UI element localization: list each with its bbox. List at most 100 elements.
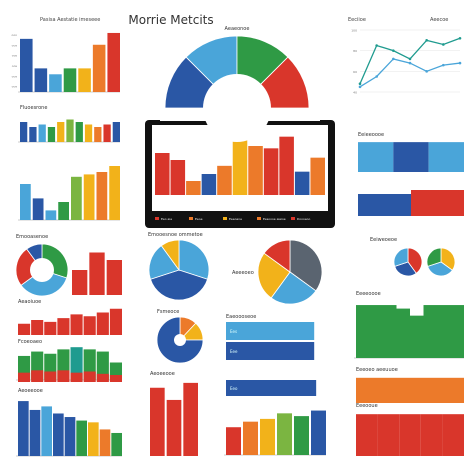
left-mini-bars-red-bar-3	[57, 318, 70, 335]
right-orange-bars-bar-3	[396, 377, 410, 403]
pie-center-chart: Emooesnoe ommetoe	[148, 232, 210, 301]
left-bars-2-title: Fluoesrone	[20, 105, 47, 111]
right-panel-2-chart	[358, 190, 464, 216]
horizontal-bars-blue-title: Eaeoooseoe	[226, 314, 256, 320]
gauge-small-chart: Fsmeoce	[156, 309, 204, 364]
left-bottom-bars-chart: Aeoeeooe	[16, 388, 122, 457]
left-mini-strip-chart	[18, 370, 122, 382]
center-black-bars-legend-0: Eeo aie	[161, 217, 172, 221]
line-series-1-point-6	[458, 61, 462, 65]
gauge-small-slice-2	[156, 316, 204, 364]
left-bottom-bars-bar-1	[29, 409, 41, 456]
small-bars-red-bar-2	[106, 260, 122, 295]
right-bottom-red-bar-3	[420, 414, 443, 456]
center-black-bars-bar-3	[201, 174, 217, 195]
line-series-0-point-3	[408, 57, 412, 61]
left-bars-2-bar-7	[84, 124, 93, 142]
small-pie-1-slice-2	[393, 247, 409, 267]
center-hbar-label-0: Eeo	[230, 386, 238, 391]
right-green-bars-bar-4	[410, 315, 424, 358]
right-bottom-red-bar-0	[356, 414, 378, 456]
top-left-bars-bar-5	[92, 44, 106, 92]
center-black-bars-bar-0	[155, 153, 170, 195]
top-left-bars-tick-2: oos	[12, 54, 18, 58]
right-green-bars-bar-2	[383, 305, 397, 358]
left-bottom-bars-bar-4	[64, 417, 76, 456]
line-series-0-point-4	[425, 39, 428, 42]
page-title: Morrie Metcits	[128, 13, 213, 27]
center-bottom-bars-bar-0	[150, 387, 165, 456]
left-mini-bars-red-bar-7	[109, 308, 122, 335]
center-black-bars-legend-3: Eesoooe aieioe	[263, 217, 286, 221]
right-orange-bars-bar-5	[423, 377, 437, 403]
line-series-1-point-1	[375, 75, 378, 78]
left-bars-3-chart	[18, 166, 120, 221]
center-black-bars-legend-1: Eeoe	[195, 217, 203, 221]
left-mini-bars-red-bar-0	[18, 323, 31, 335]
left-bottom-bars-bar-3	[53, 413, 64, 456]
top-left-bars-tick-1: oce	[12, 43, 17, 47]
gauge-small-title: Fsmeoce	[157, 309, 179, 315]
center-black-bars-legend-swatch-2	[223, 217, 227, 220]
line-series-1-point-4	[425, 70, 428, 73]
right-green-bars-bar-1	[369, 305, 383, 358]
center-hbar-bar-0	[226, 380, 317, 396]
left-bars-2-bar-9	[103, 124, 111, 142]
left-bottom-bars-bar-7	[99, 429, 111, 456]
left-bars-3-bar-1	[32, 198, 44, 220]
center-black-bars-bar-4	[217, 165, 232, 195]
line-series-0-point-5	[442, 43, 445, 46]
left-green-bars-bar-4	[70, 347, 83, 380]
left-bottom-bars-title: Aeoeeooe	[18, 388, 43, 394]
pie-center-slice-3	[160, 239, 180, 272]
center-black-bars-legend-swatch-4	[291, 217, 295, 220]
left-green-bars-bar-6	[96, 351, 109, 380]
center-black-bars-bar-8	[279, 136, 294, 195]
center-black-bars-bar-9	[294, 171, 310, 195]
center-bottom-colored-bar-4	[294, 416, 309, 455]
horizontal-bars-blue-bar-1	[226, 342, 315, 360]
small-bars-red-bar-0	[72, 270, 88, 295]
pie-right-slice-3	[263, 239, 291, 273]
left-bars-3-bar-0	[20, 184, 31, 220]
left-mini-strip-bar-6	[96, 373, 109, 382]
pie-center-slice-0	[178, 239, 210, 280]
donut-1-hole	[30, 258, 54, 282]
center-bottom-bars-chart: Aeoeeooe	[150, 371, 198, 456]
top-left-bars-bar-0	[20, 38, 33, 92]
top-left-bars-tick-4: oce	[12, 74, 17, 78]
left-caption: Pasisa Aestatie imeseee	[40, 17, 100, 23]
center-black-bars-bar-10	[310, 157, 325, 195]
top-left-bars-bar-2	[49, 74, 62, 92]
line-series-0-point-2	[392, 49, 395, 52]
right-orange-bars-chart: Eeeoeo aeeuuoe	[356, 367, 464, 403]
horizontal-bars-blue-chart: Eaeoooseoe Ees Eee	[226, 314, 315, 360]
center-bottom-bars-title: Aeoeeooe	[150, 371, 175, 377]
donut-1-title: Emooasenoe	[16, 234, 48, 240]
small-pie-1-slice-1	[394, 261, 417, 277]
left-bars-3-bar-2	[45, 210, 57, 220]
top-right-line-chart: 100 80 60 40	[351, 29, 462, 95]
horizontal-bars-blue-label-0: Ees	[230, 329, 237, 334]
right-bottom-red-bar-2	[399, 414, 421, 456]
left-bottom-bars-bar-8	[111, 432, 122, 456]
small-bars-red-bar-1	[89, 252, 105, 295]
small-pie-2-chart	[426, 247, 456, 277]
small-pie-2-slice-1	[427, 261, 453, 277]
left-bars-3-bar-5	[83, 174, 95, 220]
center-black-bars-legend-swatch-3	[257, 217, 261, 220]
left-bars-3-bar-4	[71, 176, 82, 220]
center-black-bars-bar-1	[170, 160, 186, 195]
left-mini-strip-bar-0	[18, 372, 31, 382]
right-panel-1-bar-2	[428, 142, 464, 172]
right-orange-bars-bar-1	[369, 377, 383, 403]
line-ytick-0: 100	[351, 29, 357, 33]
top-left-bars-bar-6	[107, 32, 120, 92]
left-mini-strip-bar-1	[31, 370, 44, 382]
right-panel-1-bar-0	[358, 142, 394, 172]
gauge-small-hole	[174, 334, 186, 346]
center-bottom-bars-bar-1	[166, 399, 182, 456]
line-ytick-2: 60	[353, 70, 357, 74]
right-bottom-red-bar-4	[442, 414, 464, 456]
